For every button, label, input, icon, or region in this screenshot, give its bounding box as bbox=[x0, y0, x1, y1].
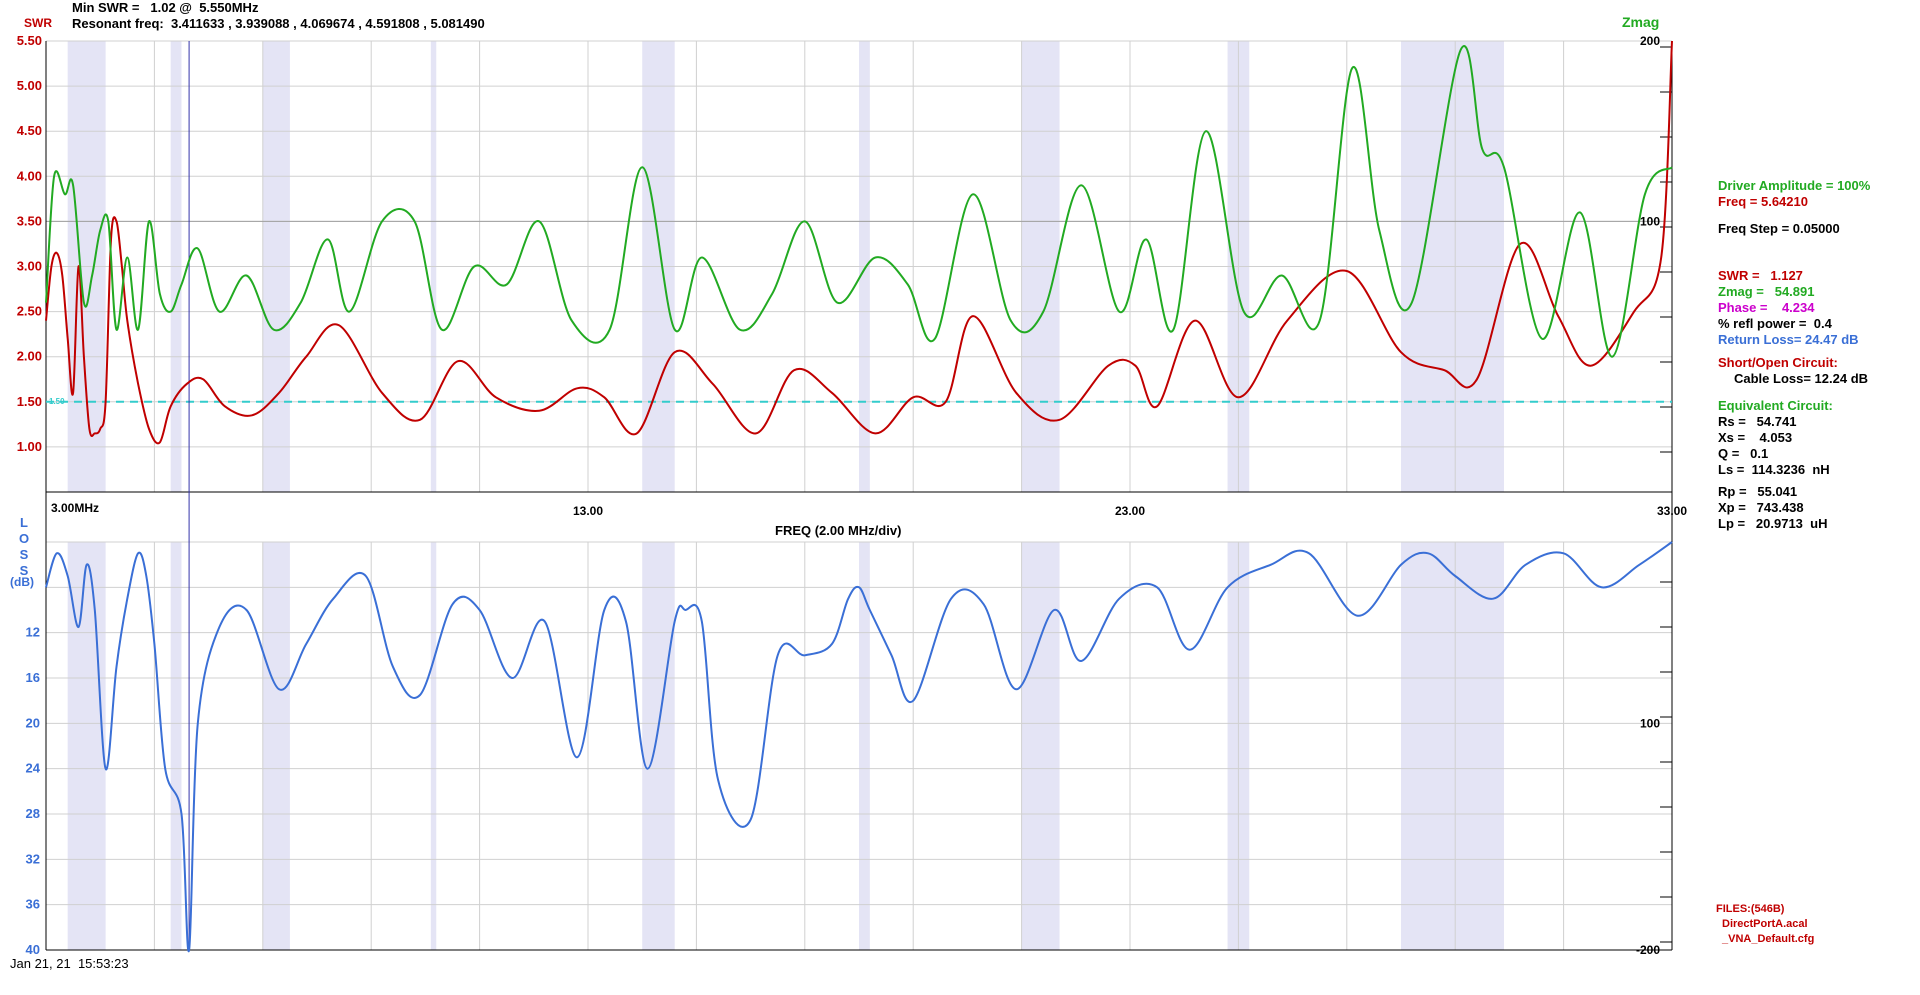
refl-power-readout: % refl power = 0.4 bbox=[1718, 316, 1832, 331]
zmag-readout: Zmag = 54.891 bbox=[1718, 284, 1815, 299]
right-tick-label: 100 bbox=[1640, 716, 1660, 730]
cable-loss-readout: Cable Loss= 12.24 dB bbox=[1734, 371, 1869, 386]
x-tick-label: 23.00 bbox=[1115, 504, 1145, 518]
swr-tick-label: 1.00 bbox=[17, 439, 42, 454]
swr-axis-label: SWR bbox=[24, 16, 52, 30]
band-bottom-8 bbox=[1401, 542, 1504, 950]
loss-tick-label: 32 bbox=[26, 851, 40, 866]
driver-amplitude: Driver Amplitude = 100% bbox=[1718, 178, 1871, 193]
band-bottom-6 bbox=[1021, 542, 1060, 950]
zmag-tick-label: 100 bbox=[1640, 214, 1660, 228]
x-tick-label: 13.00 bbox=[573, 504, 603, 518]
swr-tick-label: 5.00 bbox=[17, 78, 42, 93]
zmag-series-line bbox=[45, 45, 1673, 358]
resonant-values: 3.411633 , 3.939088 , 4.069674 , 4.59180… bbox=[170, 16, 485, 31]
zmag-axis-label: Zmag bbox=[1622, 14, 1659, 30]
xs-readout: Xs = 4.053 bbox=[1718, 430, 1793, 445]
freq-readout: Freq = 5.64210 bbox=[1718, 194, 1808, 209]
rs-readout: Rs = 54.741 bbox=[1718, 414, 1797, 429]
swr-tick-label: 1.50 bbox=[17, 394, 42, 409]
loss-unit-label: (dB) bbox=[10, 575, 34, 589]
ls-readout: Ls = 114.3236 nH bbox=[1718, 462, 1830, 477]
swr-series-line bbox=[45, 40, 1673, 445]
file-acal: DirectPortA.acal bbox=[1722, 918, 1808, 930]
min-swr-value: 1.02 @ 5.550MHz bbox=[150, 0, 259, 15]
file-cfg: _VNA_Default.cfg bbox=[1722, 933, 1815, 945]
xp-readout: Xp = 743.438 bbox=[1718, 500, 1804, 515]
swr-tick-label: 2.00 bbox=[17, 349, 42, 364]
loss-tick-label: 12 bbox=[26, 625, 40, 640]
swr-readout: SWR = 1.127 bbox=[1718, 268, 1803, 283]
x-start-label: 3.00MHz bbox=[51, 501, 99, 515]
right-tick-label: -200 bbox=[1636, 943, 1660, 957]
x-axis-title: FREQ (2.00 MHz/div) bbox=[775, 523, 901, 538]
series-layer bbox=[45, 40, 1673, 953]
loss-axis-letter: O bbox=[19, 531, 29, 546]
phase-readout: Phase = 4.234 bbox=[1718, 300, 1815, 315]
axes: 5.50 5.00 4.50 4.00 3.50 3.00 2.50 2.00 1.50 1.00… bbox=[17, 33, 1688, 957]
timestamp: Jan 21, 21 15:53:23 bbox=[10, 956, 129, 971]
band-bottom-3 bbox=[430, 542, 437, 950]
band-bottom-2 bbox=[262, 542, 290, 950]
loss-tick-label: 24 bbox=[26, 761, 41, 776]
min-swr-label: Min SWR = bbox=[72, 0, 140, 15]
swr-tick-label: 4.50 bbox=[17, 123, 42, 138]
resonant-freq-readout: Resonant freq: 3.411633 , 3.939088 , 4.0… bbox=[72, 16, 485, 31]
swr-tick-label: 5.50 bbox=[17, 33, 42, 48]
chart-text-layer: SWR Zmag 1.50 3.00MHz FREQ (2.00 MHz/div… bbox=[10, 14, 1659, 589]
q-readout: Q = 0.1 bbox=[1718, 446, 1769, 461]
loss-axis-letter: S bbox=[20, 547, 29, 562]
short-open-heading: Short/Open Circuit: bbox=[1718, 355, 1838, 370]
swr-tick-label: 3.50 bbox=[17, 213, 42, 228]
swr-tick-label: 4.00 bbox=[17, 168, 42, 183]
loss-series-line bbox=[45, 541, 1673, 953]
resonant-label: Resonant freq: bbox=[72, 16, 164, 31]
swr-tick-label: 3.00 bbox=[17, 259, 42, 274]
ref-line-label: 1.50 bbox=[49, 397, 65, 406]
return-loss-readout: Return Loss= 24.47 dB bbox=[1718, 332, 1859, 347]
equiv-circuit-heading: Equivalent Circuit: bbox=[1718, 398, 1833, 413]
loss-tick-label: 40 bbox=[26, 942, 40, 957]
loss-tick-label: 36 bbox=[26, 897, 40, 912]
loss-tick-label: 28 bbox=[26, 806, 40, 821]
loss-axis-letter: S bbox=[20, 563, 29, 578]
swr-tick-label: 2.50 bbox=[17, 304, 42, 319]
files-heading: FILES:(546B) bbox=[1716, 903, 1785, 915]
loss-axis-letter: L bbox=[20, 515, 28, 530]
freq-step: Freq Step = 0.05000 bbox=[1718, 221, 1840, 236]
band-bottom-4 bbox=[642, 542, 675, 950]
zmag-tick-label: 200 bbox=[1640, 34, 1660, 48]
rp-readout: Rp = 55.041 bbox=[1718, 484, 1798, 499]
loss-tick-label: 20 bbox=[26, 715, 40, 730]
band-bottom-1 bbox=[170, 542, 182, 950]
band-bottom-5 bbox=[859, 542, 870, 950]
loss-tick-label: 16 bbox=[26, 670, 40, 685]
band-highlights-bottom bbox=[67, 542, 1504, 950]
min-swr-readout: Min SWR = 1.02 @ 5.550MHz bbox=[72, 0, 258, 15]
lp-readout: Lp = 20.9713 uH bbox=[1718, 516, 1828, 531]
x-tick-label: 33.00 bbox=[1657, 504, 1687, 518]
